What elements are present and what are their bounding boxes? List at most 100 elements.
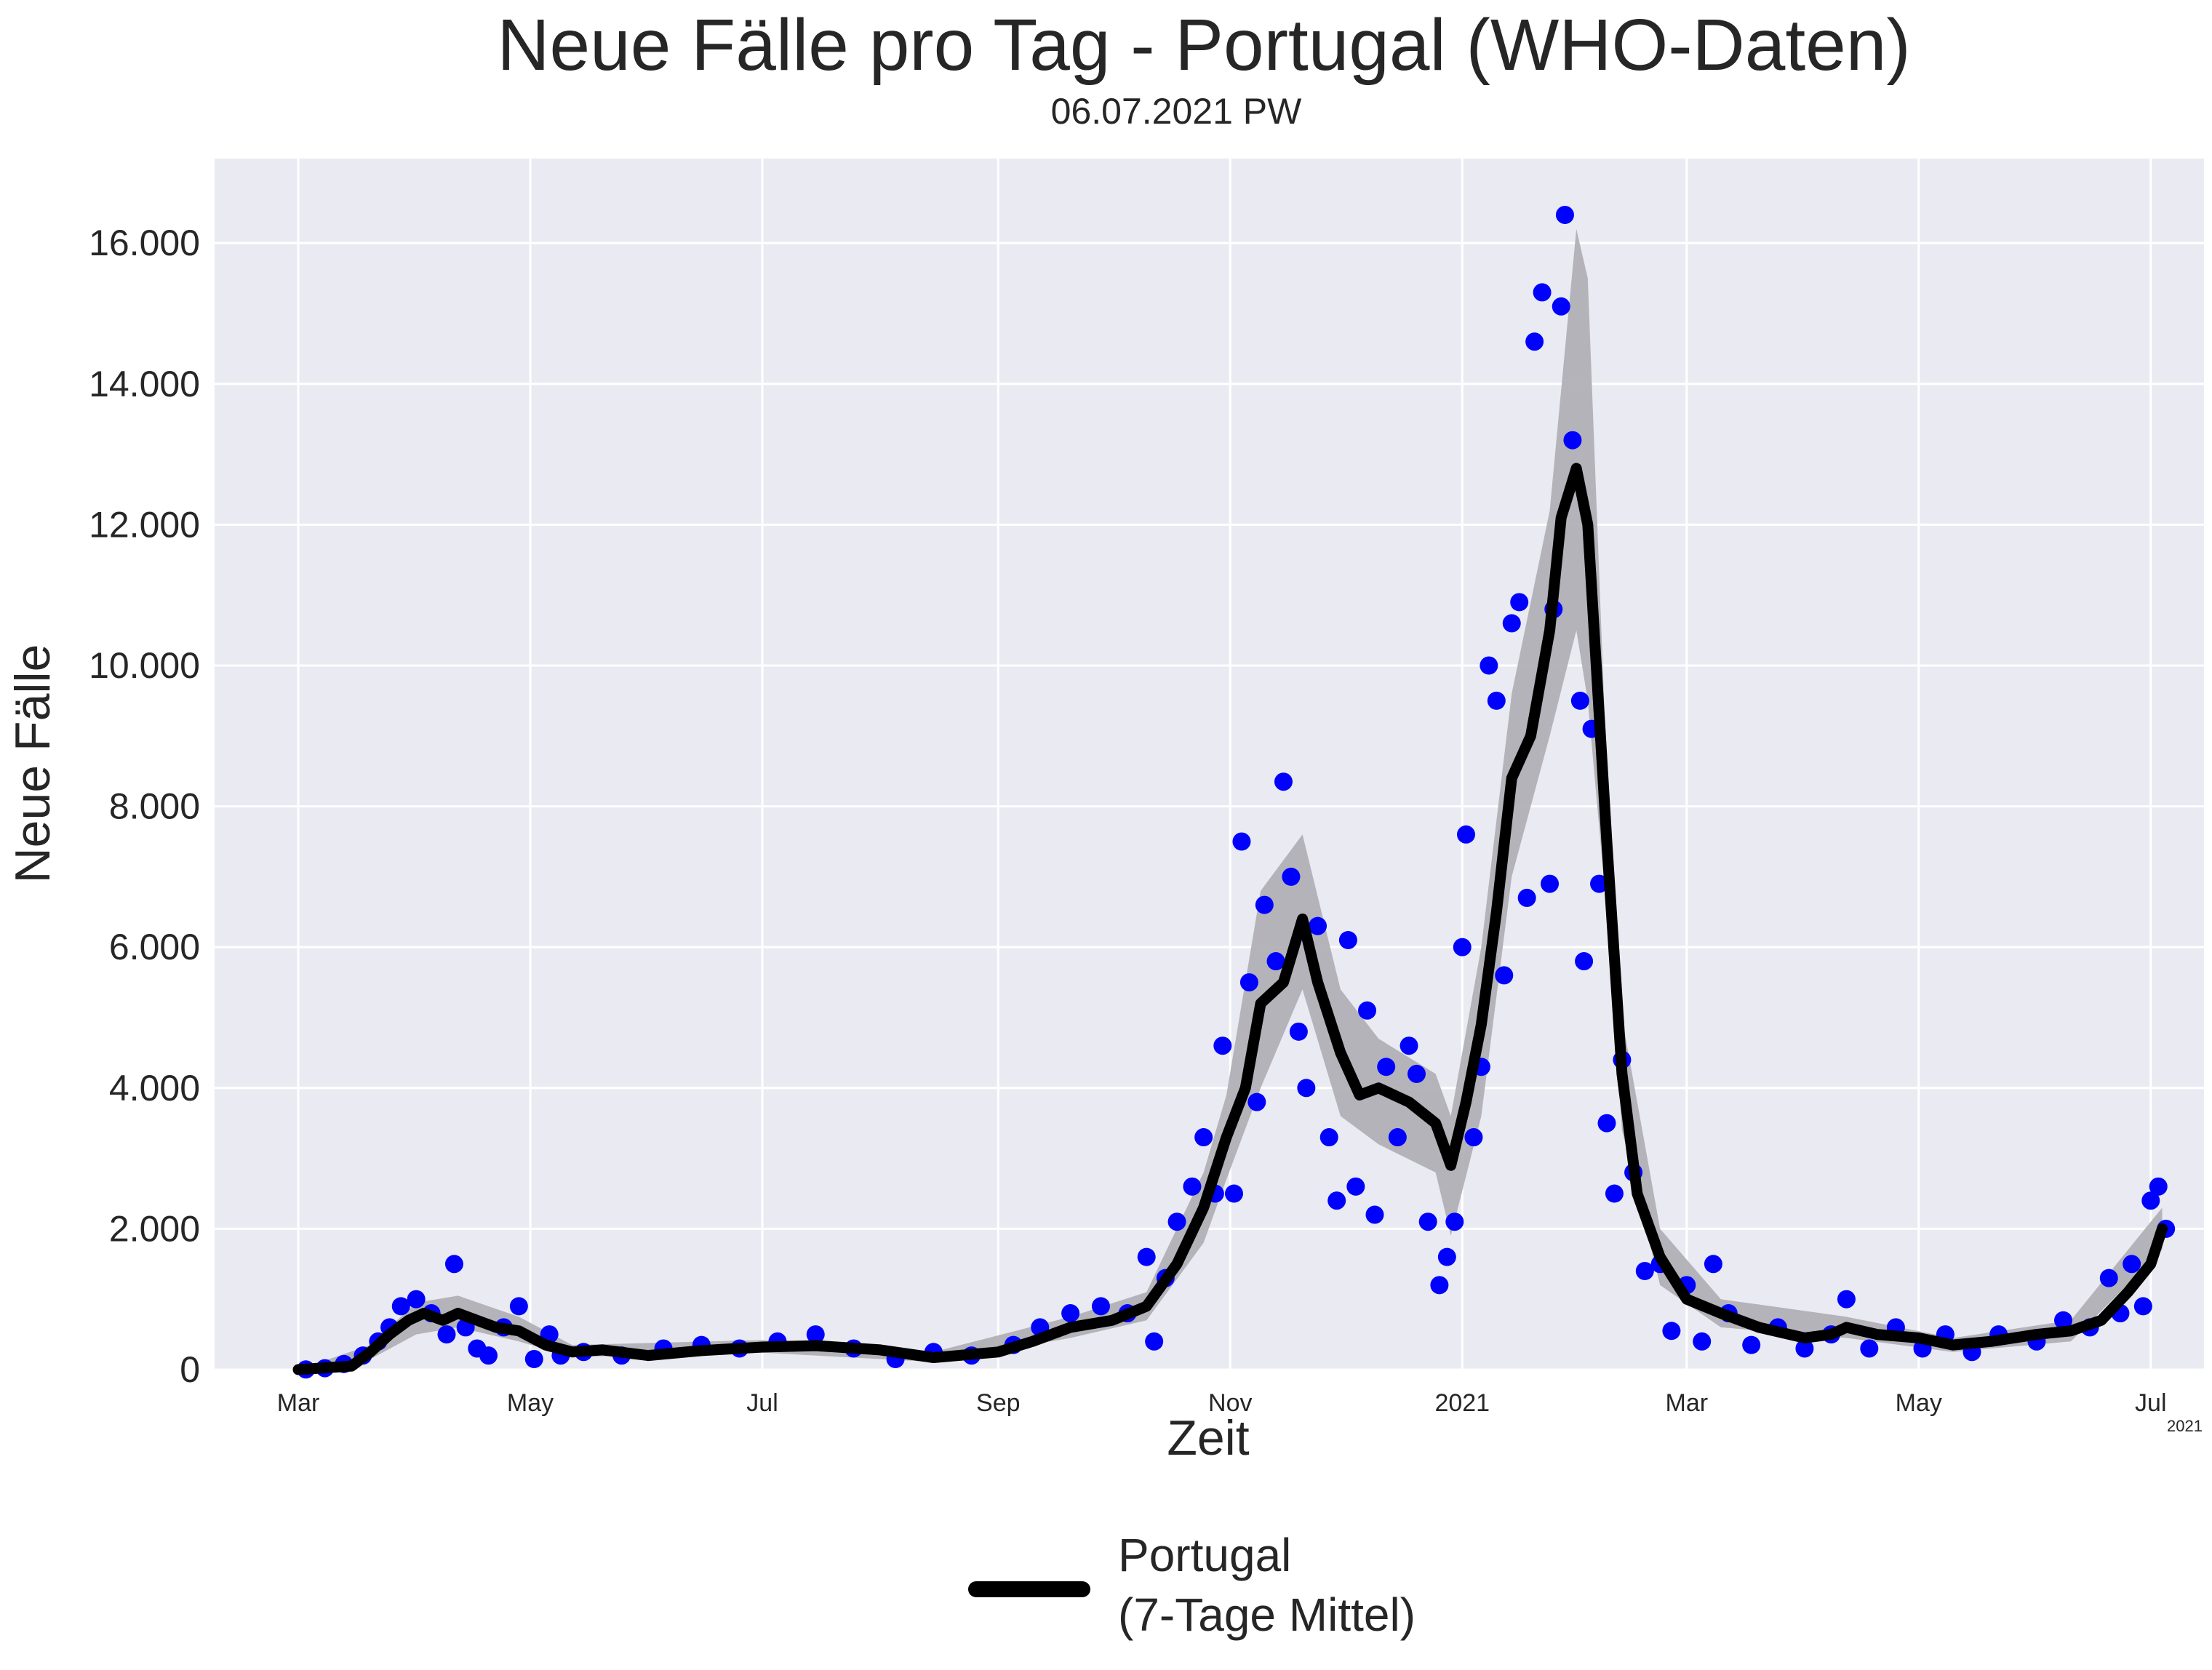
y-tick-label: 6.000 xyxy=(109,927,200,967)
y-tick-label: 12.000 xyxy=(89,504,200,545)
x-tick-label: 2021 xyxy=(1434,1389,1490,1417)
y-axis-ticks: 0 2.000 4.000 6.000 8.000 10.000 12.000 14.000 1… xyxy=(89,223,200,1390)
daily-case-point xyxy=(1091,1297,1110,1316)
daily-case-point xyxy=(1309,916,1327,935)
daily-case-point xyxy=(1597,1114,1616,1132)
daily-case-point xyxy=(1533,283,1552,302)
daily-case-point xyxy=(1239,973,1258,992)
daily-case-point xyxy=(2099,1269,2118,1287)
daily-case-point xyxy=(1400,1036,1418,1055)
daily-case-point xyxy=(1570,691,1589,710)
daily-case-point xyxy=(1338,931,1357,950)
daily-case-point xyxy=(1693,1332,1712,1351)
legend-label: Portugal (7-Tage Mittel) xyxy=(1118,1529,1416,1641)
daily-case-point xyxy=(1183,1177,1202,1196)
y-tick-label: 10.000 xyxy=(89,645,200,686)
daily-case-point xyxy=(1495,966,1514,985)
daily-case-point xyxy=(1555,205,1574,224)
chart-subtitle: 06.07.2021 PW xyxy=(1051,91,1302,132)
daily-case-point xyxy=(1552,297,1570,316)
x-tick-label: May xyxy=(1896,1389,1942,1417)
y-tick-label: 2.000 xyxy=(109,1208,200,1249)
daily-case-point xyxy=(1704,1255,1722,1274)
daily-case-point xyxy=(1061,1304,1080,1323)
x-tick-label: Jul xyxy=(2135,1389,2166,1417)
daily-case-point xyxy=(1327,1191,1346,1210)
legend: Portugal (7-Tage Mittel) xyxy=(968,1529,1416,1641)
daily-case-point xyxy=(1224,1184,1243,1203)
daily-case-point xyxy=(1274,772,1293,791)
daily-case-point xyxy=(1456,825,1475,844)
daily-case-point xyxy=(1213,1036,1232,1055)
rolling-mean-line xyxy=(292,463,2168,1375)
daily-case-point xyxy=(1860,1339,1879,1358)
daily-case-point xyxy=(509,1297,528,1316)
chart-title: Neue Fälle pro Tag - Portugal (WHO-Daten… xyxy=(497,4,1910,86)
daily-case-point xyxy=(1662,1322,1681,1341)
daily-case-point xyxy=(437,1325,456,1344)
daily-case-point xyxy=(1255,895,1274,914)
daily-case-point xyxy=(1464,1128,1483,1147)
daily-case-point xyxy=(1510,593,1529,612)
daily-case-point xyxy=(1635,1261,1654,1280)
daily-case-point xyxy=(1480,656,1498,675)
daily-case-point xyxy=(1418,1212,1437,1231)
grid xyxy=(215,159,2204,1371)
daily-case-point xyxy=(1502,614,1521,633)
daily-case-point xyxy=(1590,874,1609,893)
daily-case-point xyxy=(2054,1311,2073,1330)
daily-case-point xyxy=(479,1346,498,1365)
y-tick-label: 8.000 xyxy=(109,786,200,827)
daily-case-point xyxy=(1297,1079,1316,1098)
daily-case-point xyxy=(444,1255,463,1274)
y-tick-label: 14.000 xyxy=(89,364,200,404)
daily-case-point xyxy=(2141,1191,2160,1210)
x-axis-ticks: Mar May Jul Sep Nov 2021 Mar May Jul xyxy=(277,1389,2167,1417)
x-axis-offset-label: 2021 xyxy=(2167,1417,2203,1435)
daily-case-point xyxy=(1232,832,1251,851)
daily-case-point xyxy=(1365,1205,1384,1224)
x-tick-label: Mar xyxy=(277,1389,320,1417)
daily-case-point xyxy=(1605,1184,1624,1203)
daily-case-point xyxy=(1575,952,1594,971)
daily-case-point xyxy=(2123,1255,2141,1274)
daily-case-point xyxy=(1437,1247,1456,1266)
x-tick-label: May xyxy=(507,1389,554,1417)
daily-case-point xyxy=(1408,1064,1426,1083)
x-tick-label: Mar xyxy=(1666,1389,1709,1417)
daily-case-point xyxy=(1282,867,1301,886)
daily-case-point xyxy=(1346,1177,1365,1196)
legend-label-line-1: Portugal xyxy=(1118,1529,1291,1581)
y-axis-label: Neue Fälle xyxy=(5,644,60,884)
daily-case-point xyxy=(1563,431,1582,450)
daily-case-point xyxy=(1377,1058,1396,1076)
daily-case-point xyxy=(1388,1128,1407,1147)
daily-case-point xyxy=(1487,691,1506,710)
daily-case-point xyxy=(524,1349,543,1368)
daily-case-point xyxy=(806,1325,825,1344)
daily-case-point xyxy=(1167,1212,1186,1231)
daily-case-point xyxy=(1289,1022,1308,1041)
daily-case-point xyxy=(1517,888,1536,907)
x-tick-label: Jul xyxy=(746,1389,778,1417)
daily-case-point xyxy=(1145,1332,1164,1351)
x-tick-label: Nov xyxy=(1208,1389,1252,1417)
daily-case-point xyxy=(1525,332,1544,351)
daily-case-point xyxy=(1194,1128,1213,1147)
x-axis-label: Zeit xyxy=(1167,1410,1249,1466)
y-tick-label: 4.000 xyxy=(109,1068,200,1108)
legend-label-line-2: (7-Tage Mittel) xyxy=(1118,1589,1416,1641)
daily-case-point xyxy=(1358,1001,1377,1020)
daily-case-point xyxy=(1795,1339,1814,1358)
daily-case-point xyxy=(1445,1212,1464,1231)
daily-case-point xyxy=(1742,1335,1761,1354)
daily-case-point xyxy=(1453,938,1472,956)
daily-case-point xyxy=(1137,1247,1156,1266)
daily-case-point xyxy=(391,1297,410,1316)
daily-case-point xyxy=(2133,1297,2152,1316)
daily-case-point xyxy=(407,1290,426,1309)
y-tick-label: 16.000 xyxy=(89,223,200,263)
rolling-mean-polyline xyxy=(292,463,2168,1375)
x-tick-label: Sep xyxy=(976,1389,1021,1417)
